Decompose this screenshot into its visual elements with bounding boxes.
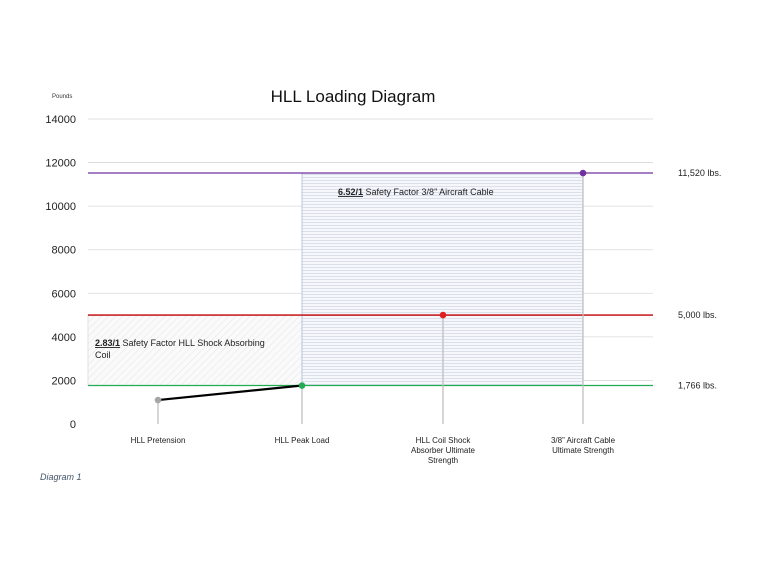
labels: HLL Loading Diagram Pounds 0 2000 4000 6000 80… (45, 87, 721, 465)
y-tick-label: 2000 (52, 375, 76, 387)
category-label: HLL Coil Shock Absorber Ultimate Strength (411, 436, 476, 465)
y-tick-label: 0 (70, 419, 76, 431)
chart-title: HLL Loading Diagram (271, 87, 436, 106)
coil-safety-region (87, 314, 303, 386)
category-label-line: HLL Peak Load (275, 436, 330, 445)
category-label-line: Strength (428, 456, 458, 465)
y-tick-label: 6000 (52, 288, 76, 300)
category-label: 3/8” Aircraft Cable Ultimate Strength (551, 436, 616, 455)
load-series (154, 169, 587, 404)
category-label-line: HLL Pretension (131, 436, 186, 445)
category-label: HLL Peak Load (275, 436, 330, 445)
safety-ratio: 6.52/1 (338, 187, 363, 197)
category-label-line: HLL Coil Shock (416, 436, 472, 445)
data-point (439, 311, 447, 319)
cable-safety-annotation: 6.52/1 Safety Factor 3/8” Aircraft Cable (338, 187, 494, 197)
category-label-line: Ultimate Strength (552, 446, 614, 455)
safety-factor-regions (87, 172, 584, 386)
category-label-line: 3/8” Aircraft Cable (551, 436, 616, 445)
y-tick-label: 10000 (45, 201, 76, 213)
safety-ratio: 2.83/1 (95, 338, 120, 348)
coil-safety-annotation-line2: Coil (95, 350, 111, 360)
y-tick-label: 8000 (52, 245, 76, 257)
safety-text: Safety Factor 3/8” Aircraft Cable (363, 187, 494, 197)
coil-safety-annotation: 2.83/1 Safety Factor HLL Shock Absorbing (95, 338, 265, 348)
category-label: HLL Pretension (131, 436, 186, 445)
y-tick-label: 4000 (52, 332, 76, 344)
reference-lines (88, 172, 653, 387)
reference-value-label: 5,000 lbs. (678, 310, 717, 320)
y-axis-label: Pounds (52, 94, 72, 100)
diagram-caption: Diagram 1 (40, 472, 82, 482)
safety-text: Safety Factor HLL Shock Absorbing (120, 338, 265, 348)
category-label-line: Absorber Ultimate (411, 446, 476, 455)
reference-value-label: 11,520 lbs. (678, 168, 721, 178)
reference-value-label: 1,766 lbs. (678, 381, 717, 391)
drop-lines (157, 173, 584, 424)
data-point (579, 169, 587, 177)
y-tick-label: 12000 (45, 158, 76, 170)
load-line (157, 384, 303, 402)
data-point (154, 396, 162, 404)
data-point (298, 382, 306, 389)
y-tick-label: 14000 (45, 114, 76, 126)
